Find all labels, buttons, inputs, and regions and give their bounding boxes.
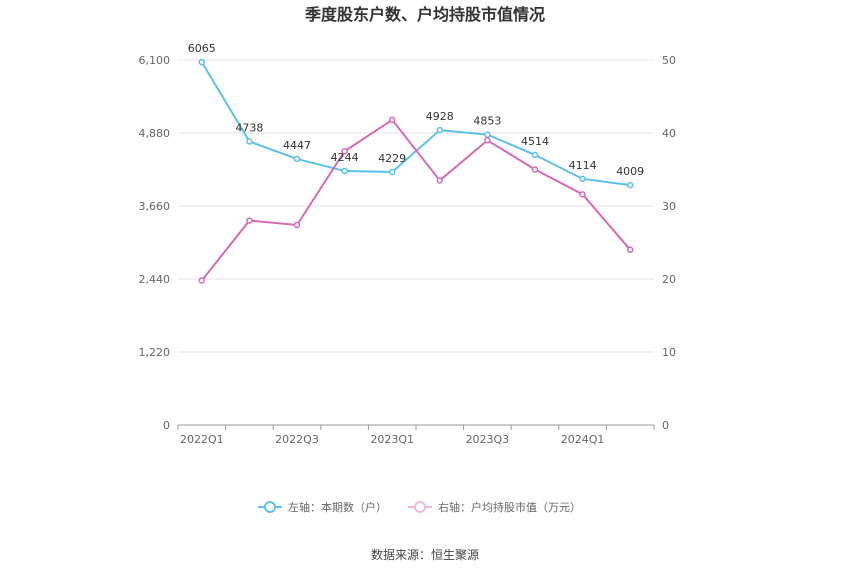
data-labels: 6065 4738 4447 4244 4229 4928 4853 4514 4114 4009 bbox=[188, 42, 644, 178]
left-axis-tick-label: 2,440 bbox=[139, 273, 171, 286]
data-point bbox=[246, 138, 253, 145]
legend-label-left: 左轴：本期数（户） bbox=[288, 500, 387, 514]
left-axis-tick-label: 1,220 bbox=[139, 346, 171, 359]
axes: 0 0 1,220 10 2,440 20 3,660 30 4,880 40 6,100 50 202… bbox=[139, 54, 677, 446]
right-axis-tick-label: 30 bbox=[662, 200, 676, 213]
chart-title: 季度股东户数、户均持股市值情况 bbox=[304, 5, 545, 24]
series-line-left bbox=[200, 61, 631, 187]
right-axis-tick-label: 10 bbox=[662, 346, 676, 359]
data-label: 4114 bbox=[569, 159, 597, 172]
data-label: 4738 bbox=[235, 121, 263, 134]
source-note: 数据来源：恒生聚源 bbox=[371, 547, 479, 562]
data-point bbox=[626, 246, 634, 254]
right-axis-tick-label: 50 bbox=[662, 54, 676, 67]
data-label: 4928 bbox=[426, 110, 454, 123]
data-point bbox=[484, 131, 491, 138]
data-label: 4244 bbox=[331, 151, 359, 164]
legend: 左轴：本期数（户） 右轴：户均持股市值（万元） bbox=[258, 500, 581, 514]
data-point bbox=[341, 167, 348, 175]
data-label: 6065 bbox=[188, 42, 216, 55]
data-point bbox=[198, 277, 206, 284]
data-point bbox=[246, 217, 253, 224]
data-point bbox=[436, 126, 444, 134]
data-point bbox=[388, 116, 396, 124]
legend-label-right: 右轴：户均持股市值（万元） bbox=[438, 500, 581, 514]
grid-lines bbox=[178, 59, 654, 353]
left-axis-tick-label: 4,880 bbox=[139, 127, 171, 140]
legend-marker-right bbox=[414, 501, 426, 513]
data-point bbox=[531, 166, 539, 173]
x-axis-tick-label: 2024Q1 bbox=[561, 433, 605, 446]
data-label: 4447 bbox=[283, 139, 311, 152]
series-line-right bbox=[201, 118, 631, 282]
data-point bbox=[198, 58, 206, 66]
data-point bbox=[484, 137, 491, 144]
x-axis-tick-label: 2022Q1 bbox=[180, 433, 224, 446]
left-axis-tick-label: 0 bbox=[163, 419, 170, 432]
x-axis-tick-label: 2022Q3 bbox=[275, 433, 319, 446]
right-axis-tick-label: 0 bbox=[662, 419, 669, 432]
data-label: 4009 bbox=[616, 165, 644, 178]
data-label: 4853 bbox=[473, 115, 501, 128]
data-point bbox=[579, 175, 586, 183]
series-layer bbox=[198, 58, 634, 284]
data-point bbox=[436, 177, 444, 184]
left-axis-tick-label: 3,660 bbox=[139, 200, 171, 213]
left-axis-tick-label: 6,100 bbox=[139, 54, 171, 67]
right-axis-tick-label: 20 bbox=[662, 273, 676, 286]
right-axis-tick-label: 40 bbox=[662, 127, 676, 140]
data-point bbox=[293, 155, 301, 163]
data-point bbox=[341, 148, 348, 155]
data-point bbox=[388, 168, 396, 176]
data-label: 4514 bbox=[521, 135, 549, 148]
data-point bbox=[293, 221, 301, 229]
x-axis-tick-label: 2023Q1 bbox=[370, 433, 414, 446]
legend-marker-left bbox=[264, 501, 276, 513]
data-point bbox=[531, 151, 539, 159]
data-point bbox=[626, 181, 634, 189]
data-label: 4229 bbox=[378, 152, 406, 165]
data-point bbox=[579, 191, 586, 198]
x-axis-tick-label: 2023Q3 bbox=[466, 433, 510, 446]
